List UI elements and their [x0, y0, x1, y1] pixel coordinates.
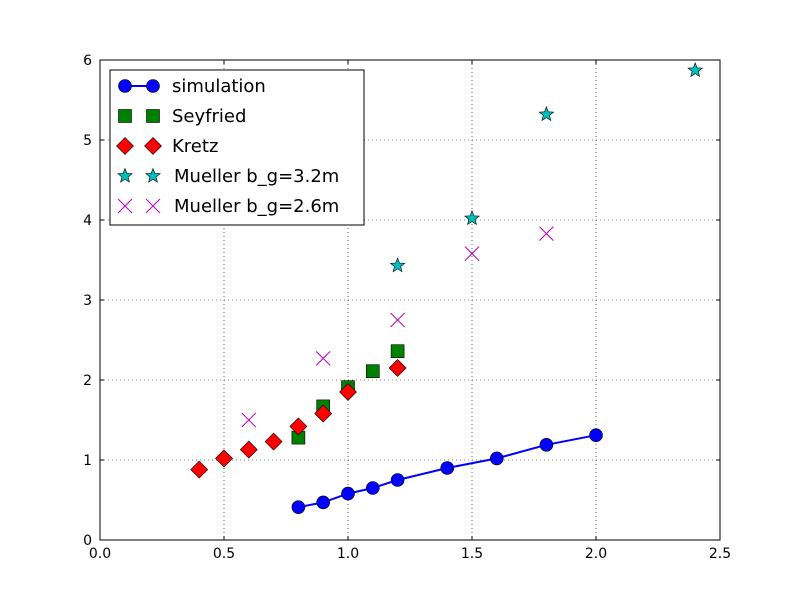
legend-entry: simulation — [118, 76, 266, 97]
data-point — [539, 226, 554, 241]
data-point — [365, 364, 380, 379]
data-point — [389, 257, 406, 273]
legend-entry: Seyfried — [118, 106, 246, 127]
series-kretz — [190, 359, 407, 479]
data-point — [291, 500, 306, 515]
data-point — [239, 440, 258, 459]
legend-marker — [116, 137, 134, 155]
legend-marker — [118, 109, 132, 123]
y-tick-label: 6 — [83, 53, 92, 69]
legend-label: Mueller b_g=3.2m — [174, 166, 339, 187]
y-tick-label: 3 — [83, 293, 92, 309]
y-tick-label: 1 — [83, 453, 92, 469]
legend-marker — [145, 167, 161, 183]
data-series — [190, 62, 704, 515]
legend-label: Seyfried — [172, 106, 246, 127]
legend-marker — [144, 137, 162, 155]
y-tick-label: 0 — [83, 533, 92, 549]
data-point — [339, 383, 357, 401]
data-point — [539, 437, 554, 452]
data-point — [264, 432, 283, 451]
data-point — [390, 312, 405, 328]
legend: simulation Seyfried Kretz Mueller b_g=3.2m M… — [109, 69, 365, 226]
x-tick-label: 0.5 — [213, 546, 235, 562]
data-point — [687, 62, 704, 78]
x-tick-label: 2.0 — [585, 546, 607, 562]
data-point — [289, 417, 308, 436]
data-point — [390, 473, 405, 487]
data-point — [215, 449, 233, 468]
x-tick-label: 1.0 — [337, 546, 359, 562]
legend-entry: Mueller b_g=2.6m — [117, 196, 339, 217]
legend-marker — [118, 79, 132, 93]
data-point — [388, 359, 407, 377]
axis-ticks: 0.0 0.5 1.0 1.5 2.0 2.5 0 1 2 3 4 5 6 — [83, 53, 731, 562]
legend-marker — [146, 109, 160, 123]
legend-marker — [117, 198, 133, 214]
data-point — [316, 495, 331, 510]
legend-marker — [146, 79, 160, 93]
legend-entry: Kretz — [116, 136, 218, 157]
y-tick-label: 4 — [83, 213, 92, 229]
y-tick-label: 5 — [83, 133, 92, 149]
x-tick-label: 2.5 — [709, 546, 731, 562]
data-point — [314, 404, 333, 423]
data-point — [538, 106, 555, 122]
data-point — [315, 351, 331, 366]
data-point — [190, 460, 209, 479]
series-simulation — [291, 428, 603, 515]
series-mueller-b-g-3-2m — [389, 62, 704, 273]
x-tick-label: 0.0 — [89, 546, 111, 562]
legend-entry: Mueller b_g=3.2m — [117, 166, 339, 187]
y-tick-label: 2 — [83, 373, 92, 389]
data-point — [365, 481, 380, 495]
x-tick-label: 1.5 — [461, 546, 483, 562]
legend-label: Kretz — [172, 136, 218, 157]
legend-label: simulation — [172, 76, 266, 97]
data-point — [464, 246, 480, 261]
series-mueller-b-g-2-6m — [241, 226, 554, 428]
data-point — [464, 210, 480, 226]
data-point — [589, 428, 603, 443]
data-point — [341, 486, 355, 501]
data-point — [440, 461, 455, 475]
legend-marker — [145, 198, 161, 214]
legend-label: Mueller b_g=2.6m — [174, 196, 339, 217]
data-point — [489, 451, 504, 466]
data-point — [241, 412, 257, 428]
legend-marker — [117, 167, 133, 183]
data-point — [390, 344, 405, 359]
